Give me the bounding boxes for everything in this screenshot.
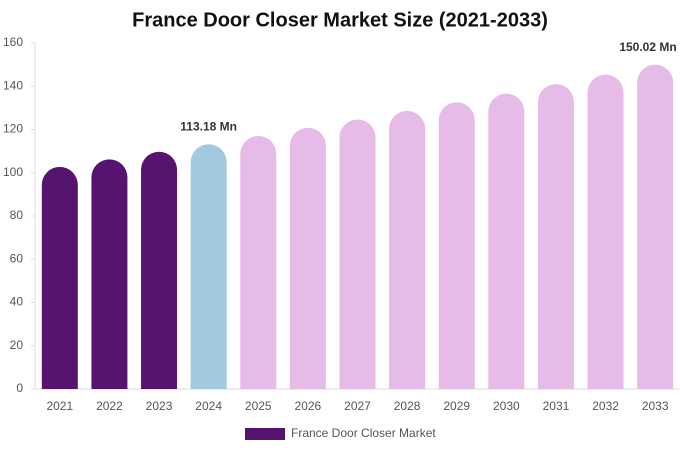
bar: [438, 102, 475, 389]
value-label: 150.02 Mn: [619, 40, 676, 54]
x-tick-label: 2033: [642, 399, 669, 413]
bar: [537, 84, 574, 390]
bar: [587, 74, 624, 389]
x-tick-label: 2022: [96, 399, 123, 413]
y-tick-label: 0: [16, 381, 23, 395]
chart-title: France Door Closer Market Size (2021-203…: [132, 9, 548, 31]
y-tick-label: 40: [10, 295, 24, 309]
x-tick-label: 2026: [295, 399, 322, 413]
bar: [637, 64, 674, 389]
bar: [41, 166, 78, 389]
bar: [339, 119, 376, 389]
legend-swatch: [245, 428, 285, 440]
x-tick-label: 2028: [394, 399, 421, 413]
x-tick-label: 2024: [195, 399, 222, 413]
x-tick-label: 2027: [344, 399, 371, 413]
bar: [91, 159, 128, 389]
x-tick-label: 2025: [245, 399, 272, 413]
bar: [389, 110, 426, 389]
x-tick-label: 2031: [543, 399, 570, 413]
x-tick-label: 2021: [46, 399, 73, 413]
legend-label: France Door Closer Market: [291, 426, 436, 440]
x-tick-label: 2030: [493, 399, 520, 413]
x-tick-label: 2032: [592, 399, 619, 413]
y-tick-label: 160: [3, 35, 23, 49]
bar: [190, 144, 227, 389]
y-tick-label: 60: [10, 251, 24, 265]
bar: [289, 127, 326, 389]
value-label: 113.18 Mn: [180, 119, 237, 133]
y-tick-label: 80: [10, 208, 24, 222]
x-tick-label: 2029: [443, 399, 470, 413]
bar: [240, 135, 277, 389]
y-tick-label: 120: [3, 122, 23, 136]
y-tick-label: 140: [3, 78, 23, 92]
y-tick-label: 20: [10, 338, 24, 352]
x-tick-label: 2023: [146, 399, 173, 413]
bar: [141, 151, 178, 389]
bar: [488, 93, 525, 390]
y-tick-label: 100: [3, 165, 23, 179]
